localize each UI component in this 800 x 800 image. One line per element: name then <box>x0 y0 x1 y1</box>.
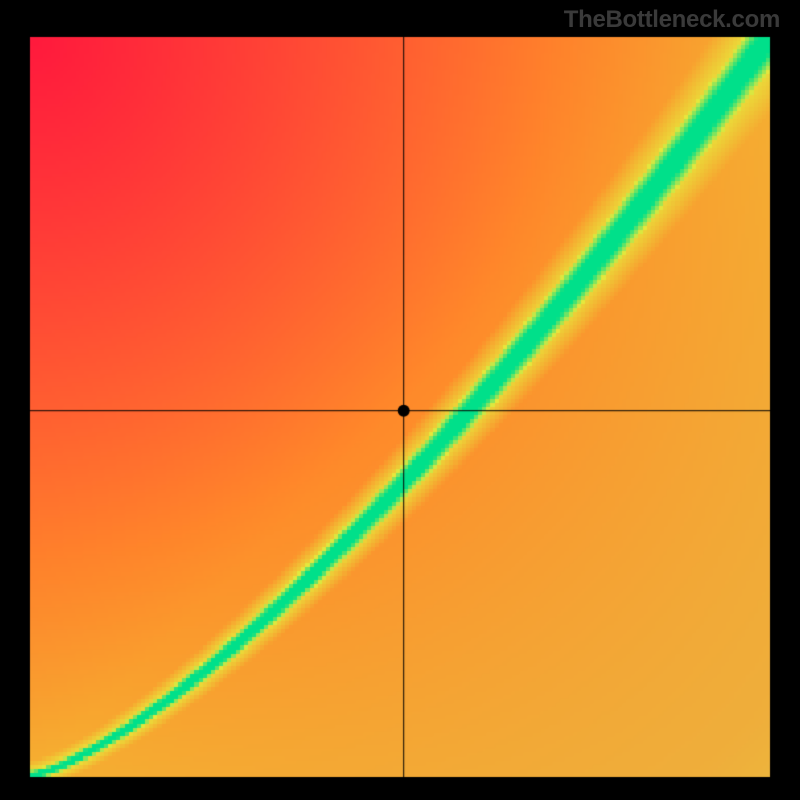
chart-container: TheBottleneck.com <box>0 0 800 800</box>
heatmap-canvas <box>0 0 800 800</box>
watermark-text: TheBottleneck.com <box>564 6 780 34</box>
